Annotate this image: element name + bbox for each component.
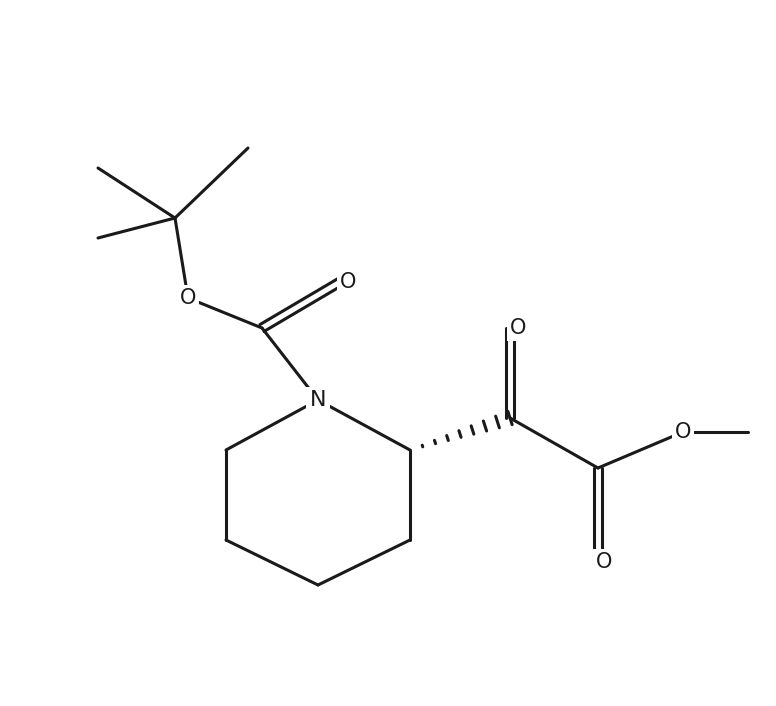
Text: O: O (340, 272, 356, 292)
Text: O: O (596, 552, 612, 572)
Text: O: O (180, 288, 196, 308)
Text: O: O (510, 318, 526, 338)
Text: N: N (310, 390, 326, 410)
Text: O: O (675, 422, 691, 442)
